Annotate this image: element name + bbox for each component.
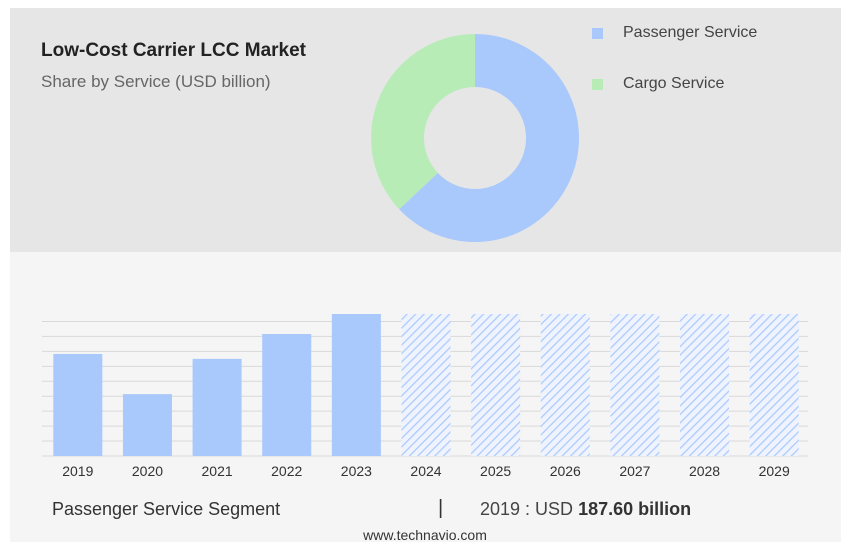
chart-subtitle: Share by Service (USD billion) — [41, 72, 271, 91]
x-tick-label: 2026 — [550, 463, 581, 479]
bar-2025 — [471, 314, 521, 456]
x-tick-label: 2022 — [271, 463, 302, 479]
x-tick-label: 2020 — [132, 463, 163, 479]
bar-2020 — [122, 394, 172, 456]
legend-label-passenger: Passenger Service — [623, 24, 758, 41]
bar-2027 — [610, 314, 660, 456]
segment-label: Passenger Service Segment — [52, 499, 281, 519]
bar-2023 — [331, 314, 381, 456]
donut-slice-1 — [371, 34, 475, 210]
bar-2028 — [680, 314, 730, 456]
segment-value-amount: 187.60 billion — [578, 499, 692, 519]
legend-swatch-passenger — [592, 27, 603, 39]
x-tick-label: 2021 — [202, 463, 233, 479]
bar-2029 — [749, 314, 799, 456]
donut-chart — [371, 34, 579, 242]
site-url: www.technavio.com — [363, 527, 487, 543]
x-tick-label: 2024 — [410, 463, 441, 479]
x-tick-label: 2027 — [619, 463, 650, 479]
x-tick-label: 2025 — [480, 463, 511, 479]
bar-chart: 2019 2020 2021 2022 2023 2024 2025 2026 2027 2028… — [42, 314, 808, 479]
segment-value: 2019 : USD 187.60 billion — [480, 499, 691, 520]
x-tick-label: 2029 — [759, 463, 790, 479]
donut-slice-0 — [399, 34, 579, 242]
legend-item-passenger: Passenger Service — [592, 24, 757, 42]
footer-separator: | — [438, 497, 444, 519]
bar-2022 — [262, 334, 312, 456]
bar-2021 — [192, 358, 242, 456]
x-tick-label: 2019 — [62, 463, 93, 479]
bar-2026 — [540, 314, 590, 456]
segment-year-label: 2019 : USD — [480, 499, 574, 519]
chart-title: Low-Cost Carrier LCC Market — [41, 40, 306, 61]
legend-swatch-cargo — [592, 78, 603, 90]
bar-2019 — [53, 353, 103, 456]
x-tick-label: 2028 — [689, 463, 720, 479]
bar-2024 — [401, 314, 451, 456]
x-tick-label: 2023 — [341, 463, 372, 479]
legend-label-cargo: Cargo Service — [623, 75, 725, 92]
legend-item-cargo: Cargo Service — [592, 75, 724, 93]
